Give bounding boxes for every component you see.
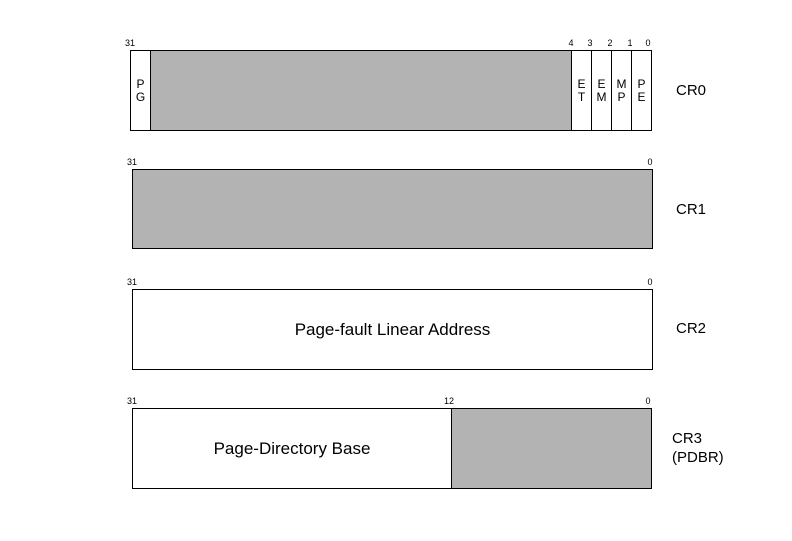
cr2-bit-0-label: 0 bbox=[647, 277, 653, 287]
cr2-register-name: CR2 bbox=[676, 320, 707, 337]
cr1-reserved-field bbox=[132, 169, 653, 249]
cr0-mp-field: MP bbox=[611, 50, 632, 131]
cr0-bit-4-label: 4 bbox=[568, 38, 574, 48]
cr0-et-field: ET bbox=[571, 50, 592, 131]
cr0-bit-31-label: 31 bbox=[124, 38, 136, 48]
cr0-bit-3-label: 3 bbox=[587, 38, 593, 48]
cr2-bit-31-label: 31 bbox=[126, 277, 138, 287]
cr3-bit-31-label: 31 bbox=[126, 396, 138, 406]
cr0-pe-field: PE bbox=[631, 50, 652, 131]
cr0-reserved-field bbox=[150, 50, 572, 131]
cr3-bit-0-label: 0 bbox=[645, 396, 651, 406]
cr0-mp-label: MP bbox=[616, 76, 627, 104]
cr0-bit-0-label: 0 bbox=[645, 38, 651, 48]
cr3-register-alias: (PDBR) bbox=[672, 449, 724, 466]
cr0-em-field: EM bbox=[591, 50, 612, 131]
cr1-register-name: CR1 bbox=[676, 201, 707, 218]
cr1-bit-31-label: 31 bbox=[126, 157, 138, 167]
cr0-pe-label: PE bbox=[637, 76, 646, 104]
cr0-pg-label: PG bbox=[135, 76, 146, 104]
cr3-register-name: CR3 bbox=[672, 430, 703, 447]
cr0-et-label: ET bbox=[577, 76, 586, 104]
cr2-field-label: Page-fault Linear Address bbox=[294, 319, 491, 339]
cr0-bit-2-label: 2 bbox=[607, 38, 613, 48]
cr0-em-label: EM bbox=[596, 76, 607, 104]
cr1-bit-0-label: 0 bbox=[647, 157, 653, 167]
cr3-bit-12-label: 12 bbox=[443, 396, 455, 406]
cr3-field-label: Page-Directory Base bbox=[213, 438, 371, 458]
cr2-linear-address-field: Page-fault Linear Address bbox=[132, 289, 653, 370]
cr3-page-directory-base-field: Page-Directory Base bbox=[132, 408, 452, 489]
cr0-bit-1-label: 1 bbox=[627, 38, 633, 48]
cr0-register-name: CR0 bbox=[676, 82, 707, 99]
cr0-pg-field: PG bbox=[130, 50, 151, 131]
cr3-reserved-field bbox=[451, 408, 652, 489]
